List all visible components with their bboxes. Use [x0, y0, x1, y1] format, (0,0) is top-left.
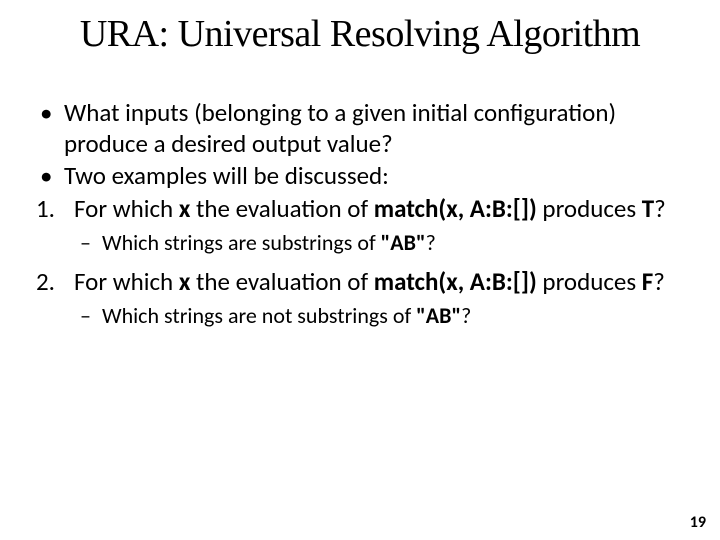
code-match: match(x, A:B:[])	[374, 193, 537, 224]
sub-item: Which strings are not substrings of "AB"…	[74, 303, 690, 330]
bullet-text: What inputs (belonging to a given initia…	[64, 97, 616, 159]
numbered-item-1: For which x the evaluation of match(x, A…	[30, 194, 690, 257]
slide-content: What inputs (belonging to a given initia…	[30, 98, 690, 330]
string-ab: "AB"	[381, 229, 426, 256]
result-F: F	[642, 266, 653, 297]
result-T: T	[642, 193, 654, 224]
bullet-list: What inputs (belonging to a given initia…	[30, 98, 690, 192]
text-run: For which	[74, 266, 179, 297]
sub-item: Which strings are substrings of "AB"?	[74, 230, 690, 257]
numbered-list: For which x the evaluation of match(x, A…	[30, 194, 690, 331]
text-run: Which strings are substrings of	[102, 229, 381, 256]
text-run: ?	[461, 302, 471, 329]
text-run: ?	[654, 193, 666, 224]
numbered-item-2: For which x the evaluation of match(x, A…	[30, 267, 690, 330]
slide-title: URA: Universal Resolving Algorithm	[30, 12, 690, 56]
variable-x: x	[179, 193, 191, 224]
variable-x: x	[179, 266, 191, 297]
sub-list: Which strings are not substrings of "AB"…	[74, 303, 690, 330]
text-run: Which strings are not substrings of	[102, 302, 416, 329]
code-match: match(x, A:B:[])	[374, 266, 537, 297]
bullet-item-2: Two examples will be discussed:	[30, 161, 690, 192]
text-run: the evaluation of	[190, 266, 373, 297]
string-ab: "AB"	[416, 302, 461, 329]
sub-list: Which strings are substrings of "AB"?	[74, 230, 690, 257]
text-run: For which	[74, 193, 179, 224]
text-run: produces	[537, 193, 642, 224]
slide: URA: Universal Resolving Algorithm What …	[0, 0, 720, 540]
page-number: 19	[690, 513, 706, 532]
bullet-text: Two examples will be discussed:	[64, 160, 389, 191]
text-run: ?	[426, 229, 436, 256]
text-run: ?	[653, 266, 665, 297]
bullet-item-1: What inputs (belonging to a given initia…	[30, 98, 690, 159]
text-run: produces	[537, 266, 642, 297]
text-run: the evaluation of	[190, 193, 373, 224]
